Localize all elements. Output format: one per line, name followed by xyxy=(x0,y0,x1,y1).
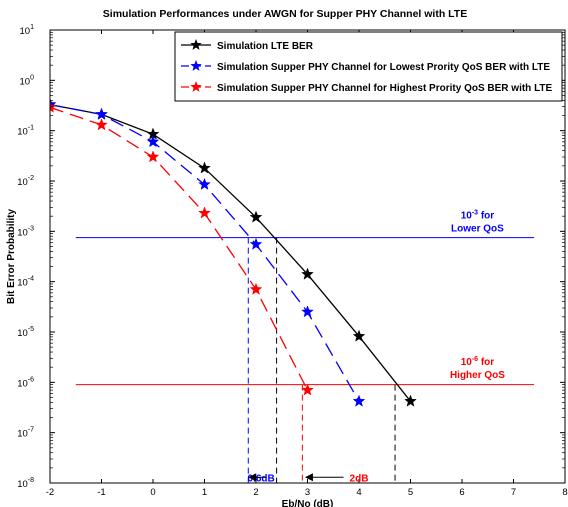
x-axis-label: Eb/No (dB) xyxy=(282,499,334,507)
data-point xyxy=(249,282,263,295)
data-point xyxy=(198,161,211,174)
y-tick-label: 10-7 xyxy=(17,427,34,440)
x-tick-label: 4 xyxy=(356,487,361,498)
data-point xyxy=(249,237,263,250)
series-layer xyxy=(50,97,417,407)
y-tick-label: 10-4 xyxy=(17,276,34,289)
x-tick-label: 0 xyxy=(150,487,155,498)
y-tick-label: 10-6 xyxy=(17,376,34,389)
legend-label: Simulation Supper PHY Channel for Lowest… xyxy=(217,62,550,73)
data-point xyxy=(198,206,211,219)
annotation-label: 0.6dB xyxy=(248,473,275,484)
y-axis-label: Bit Error Probability xyxy=(6,209,17,304)
legend: Simulation LTE BER Simulation Supper PHY … xyxy=(174,31,563,102)
series-2 xyxy=(50,97,366,407)
data-point xyxy=(404,394,417,407)
annotation-label: Lower QoS xyxy=(451,223,504,234)
data-point xyxy=(301,305,314,318)
arrow-head xyxy=(248,473,257,482)
annotations: 10-3 for Lower QoS 10-6 for Higher QoS 0.6dB… xyxy=(248,209,506,484)
data-point xyxy=(301,383,314,396)
x-tick-label: 6 xyxy=(459,487,464,498)
x-tick-label: -1 xyxy=(97,487,105,498)
chart-title: Simulation Performances under AWGN for S… xyxy=(103,8,467,20)
x-tick-label: 5 xyxy=(408,487,413,498)
y-tick-label: 10-2 xyxy=(17,175,34,188)
data-point xyxy=(146,135,160,148)
series-line xyxy=(50,103,412,402)
y-tick-label: 100 xyxy=(20,74,35,87)
annotation-label: 10-6 for xyxy=(461,356,495,368)
data-point xyxy=(198,177,211,190)
series-1 xyxy=(50,97,417,407)
series-3 xyxy=(50,100,314,396)
y-tick-label: 10-3 xyxy=(17,225,34,238)
x-tick-label: 8 xyxy=(562,487,567,498)
x-tick-label: 3 xyxy=(305,487,310,498)
data-point xyxy=(352,329,366,342)
data-point xyxy=(352,394,366,407)
vertical-markers xyxy=(247,237,396,483)
legend-marker xyxy=(190,60,202,71)
annotation-label: 2dB xyxy=(350,473,369,484)
annotation-label: Higher QoS xyxy=(450,370,505,381)
x-tick-label: 7 xyxy=(511,487,516,498)
arrow-head xyxy=(304,473,313,482)
x-tick-label: -2 xyxy=(46,487,54,498)
legend-marker xyxy=(190,39,202,50)
data-point xyxy=(95,118,108,131)
data-point xyxy=(301,267,314,280)
data-point xyxy=(249,210,263,223)
data-point xyxy=(146,150,160,163)
x-tick-label: 1 xyxy=(202,487,207,498)
series-line xyxy=(50,106,309,391)
y-axis-ticks: 101 100 10-1 10-2 10-3 10-4 10-5 10-6 10-7 10-8 xyxy=(17,24,565,490)
annotation-label: 10-3 for xyxy=(461,209,495,221)
legend-label: Simulation Supper PHY Channel for Highes… xyxy=(217,83,553,94)
x-tick-label: 2 xyxy=(253,487,258,498)
series-line xyxy=(50,103,360,402)
y-tick-label: 10-8 xyxy=(17,477,34,490)
y-tick-label: 101 xyxy=(20,24,35,37)
legend-label: Simulation LTE BER xyxy=(217,41,314,52)
data-point xyxy=(95,107,108,120)
legend-marker xyxy=(190,81,202,92)
legend-box xyxy=(174,31,563,102)
y-tick-label: 10-1 xyxy=(17,125,34,138)
y-tick-label: 10-5 xyxy=(17,326,34,339)
